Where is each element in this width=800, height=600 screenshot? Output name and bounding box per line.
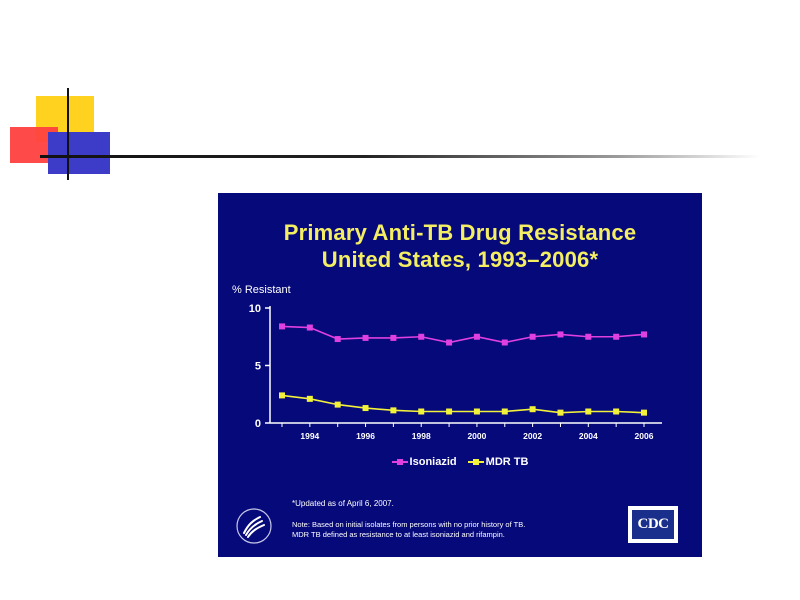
chart-title-line-1: Primary Anti-TB Drug Resistance: [283, 220, 637, 245]
chart-footnote: *Updated as of April 6, 2007.: [292, 499, 394, 508]
point-isoniazid-2006: [641, 331, 647, 338]
chart-note-line-2: MDR TB defined as resistance to at least…: [292, 530, 505, 539]
point-isoniazid-1996: [362, 334, 369, 341]
legend-label-isoniazid: Isoniazid: [409, 456, 457, 468]
legend-swatch-isoniazid: [391, 458, 408, 466]
point-mdr-tb-1997: [390, 407, 397, 414]
y-axis-label: % Resistant: [232, 284, 291, 296]
series-line-mdr-tb: [281, 394, 645, 414]
legend-swatch-mdr-tb: [467, 458, 484, 466]
point-isoniazid-2001: [501, 339, 508, 346]
point-mdr-tb-2002: [529, 406, 536, 413]
point-mdr-tb-1996: [362, 405, 369, 412]
legend-item-isoniazid: Isoniazid: [391, 456, 457, 468]
legend-label-mdr-tb: MDR TB: [485, 456, 529, 468]
point-isoniazid-1999: [446, 339, 453, 346]
point-isoniazid-2004: [585, 333, 592, 340]
point-mdr-tb-2001: [501, 408, 508, 415]
point-mdr-tb-1993: [279, 392, 285, 399]
point-isoniazid-1995: [334, 336, 341, 343]
deco-blue-square: [48, 132, 110, 174]
chart-title-line-2: United States, 1993–2006*: [321, 247, 599, 272]
line-plot: 0 5 10 1994 1996 1998 2000 2002 2004 2006: [249, 303, 662, 441]
point-isoniazid-2005: [613, 333, 620, 340]
point-isoniazid-2003: [557, 331, 564, 338]
point-mdr-tb-1994: [306, 395, 313, 402]
hhs-eagle-icon: [236, 508, 272, 544]
chart-note: Note: Based on initial isolates from per…: [292, 520, 612, 540]
legend: Isoniazid MDR TB: [218, 456, 702, 469]
point-mdr-tb-2000: [473, 408, 480, 415]
y-tick-label-5: 5: [255, 361, 261, 373]
point-mdr-tb-2006: [641, 409, 647, 416]
point-isoniazid-2000: [473, 333, 480, 340]
x-tick-label-1996: 1996: [356, 431, 375, 441]
x-tick-label-1994: 1994: [300, 431, 319, 441]
legend-item-mdr-tb: MDR TB: [467, 456, 529, 468]
point-isoniazid-2002: [529, 333, 536, 340]
cdc-logo-label: CDC: [632, 510, 674, 539]
point-isoniazid-1998: [418, 333, 425, 340]
deco-vertical-line: [67, 88, 69, 180]
point-mdr-tb-2004: [585, 408, 592, 415]
point-isoniazid-1994: [306, 324, 313, 331]
point-isoniazid-1993: [279, 323, 285, 330]
cdc-logo: CDC: [628, 506, 678, 543]
point-mdr-tb-1995: [334, 401, 341, 408]
point-mdr-tb-2003: [557, 409, 564, 416]
point-mdr-tb-1999: [446, 408, 453, 415]
deco-horizontal-rule: [40, 155, 760, 158]
chart-note-line-1: Note: Based on initial isolates from per…: [292, 520, 526, 529]
point-isoniazid-1997: [390, 334, 397, 341]
x-tick-label-2000: 2000: [467, 431, 486, 441]
chart-title: Primary Anti-TB Drug Resistance United S…: [218, 219, 702, 273]
x-tick-label-1998: 1998: [412, 431, 431, 441]
x-tick-label-2002: 2002: [523, 431, 542, 441]
point-mdr-tb-2005: [613, 408, 620, 415]
chart-image: Primary Anti-TB Drug Resistance United S…: [218, 193, 702, 557]
x-tick-label-2004: 2004: [579, 431, 598, 441]
point-mdr-tb-1998: [418, 408, 425, 415]
series-line-isoniazid: [281, 325, 645, 344]
x-tick-label-2006: 2006: [635, 431, 654, 441]
y-tick-label-10: 10: [249, 303, 261, 315]
y-tick-label-0: 0: [255, 418, 261, 430]
